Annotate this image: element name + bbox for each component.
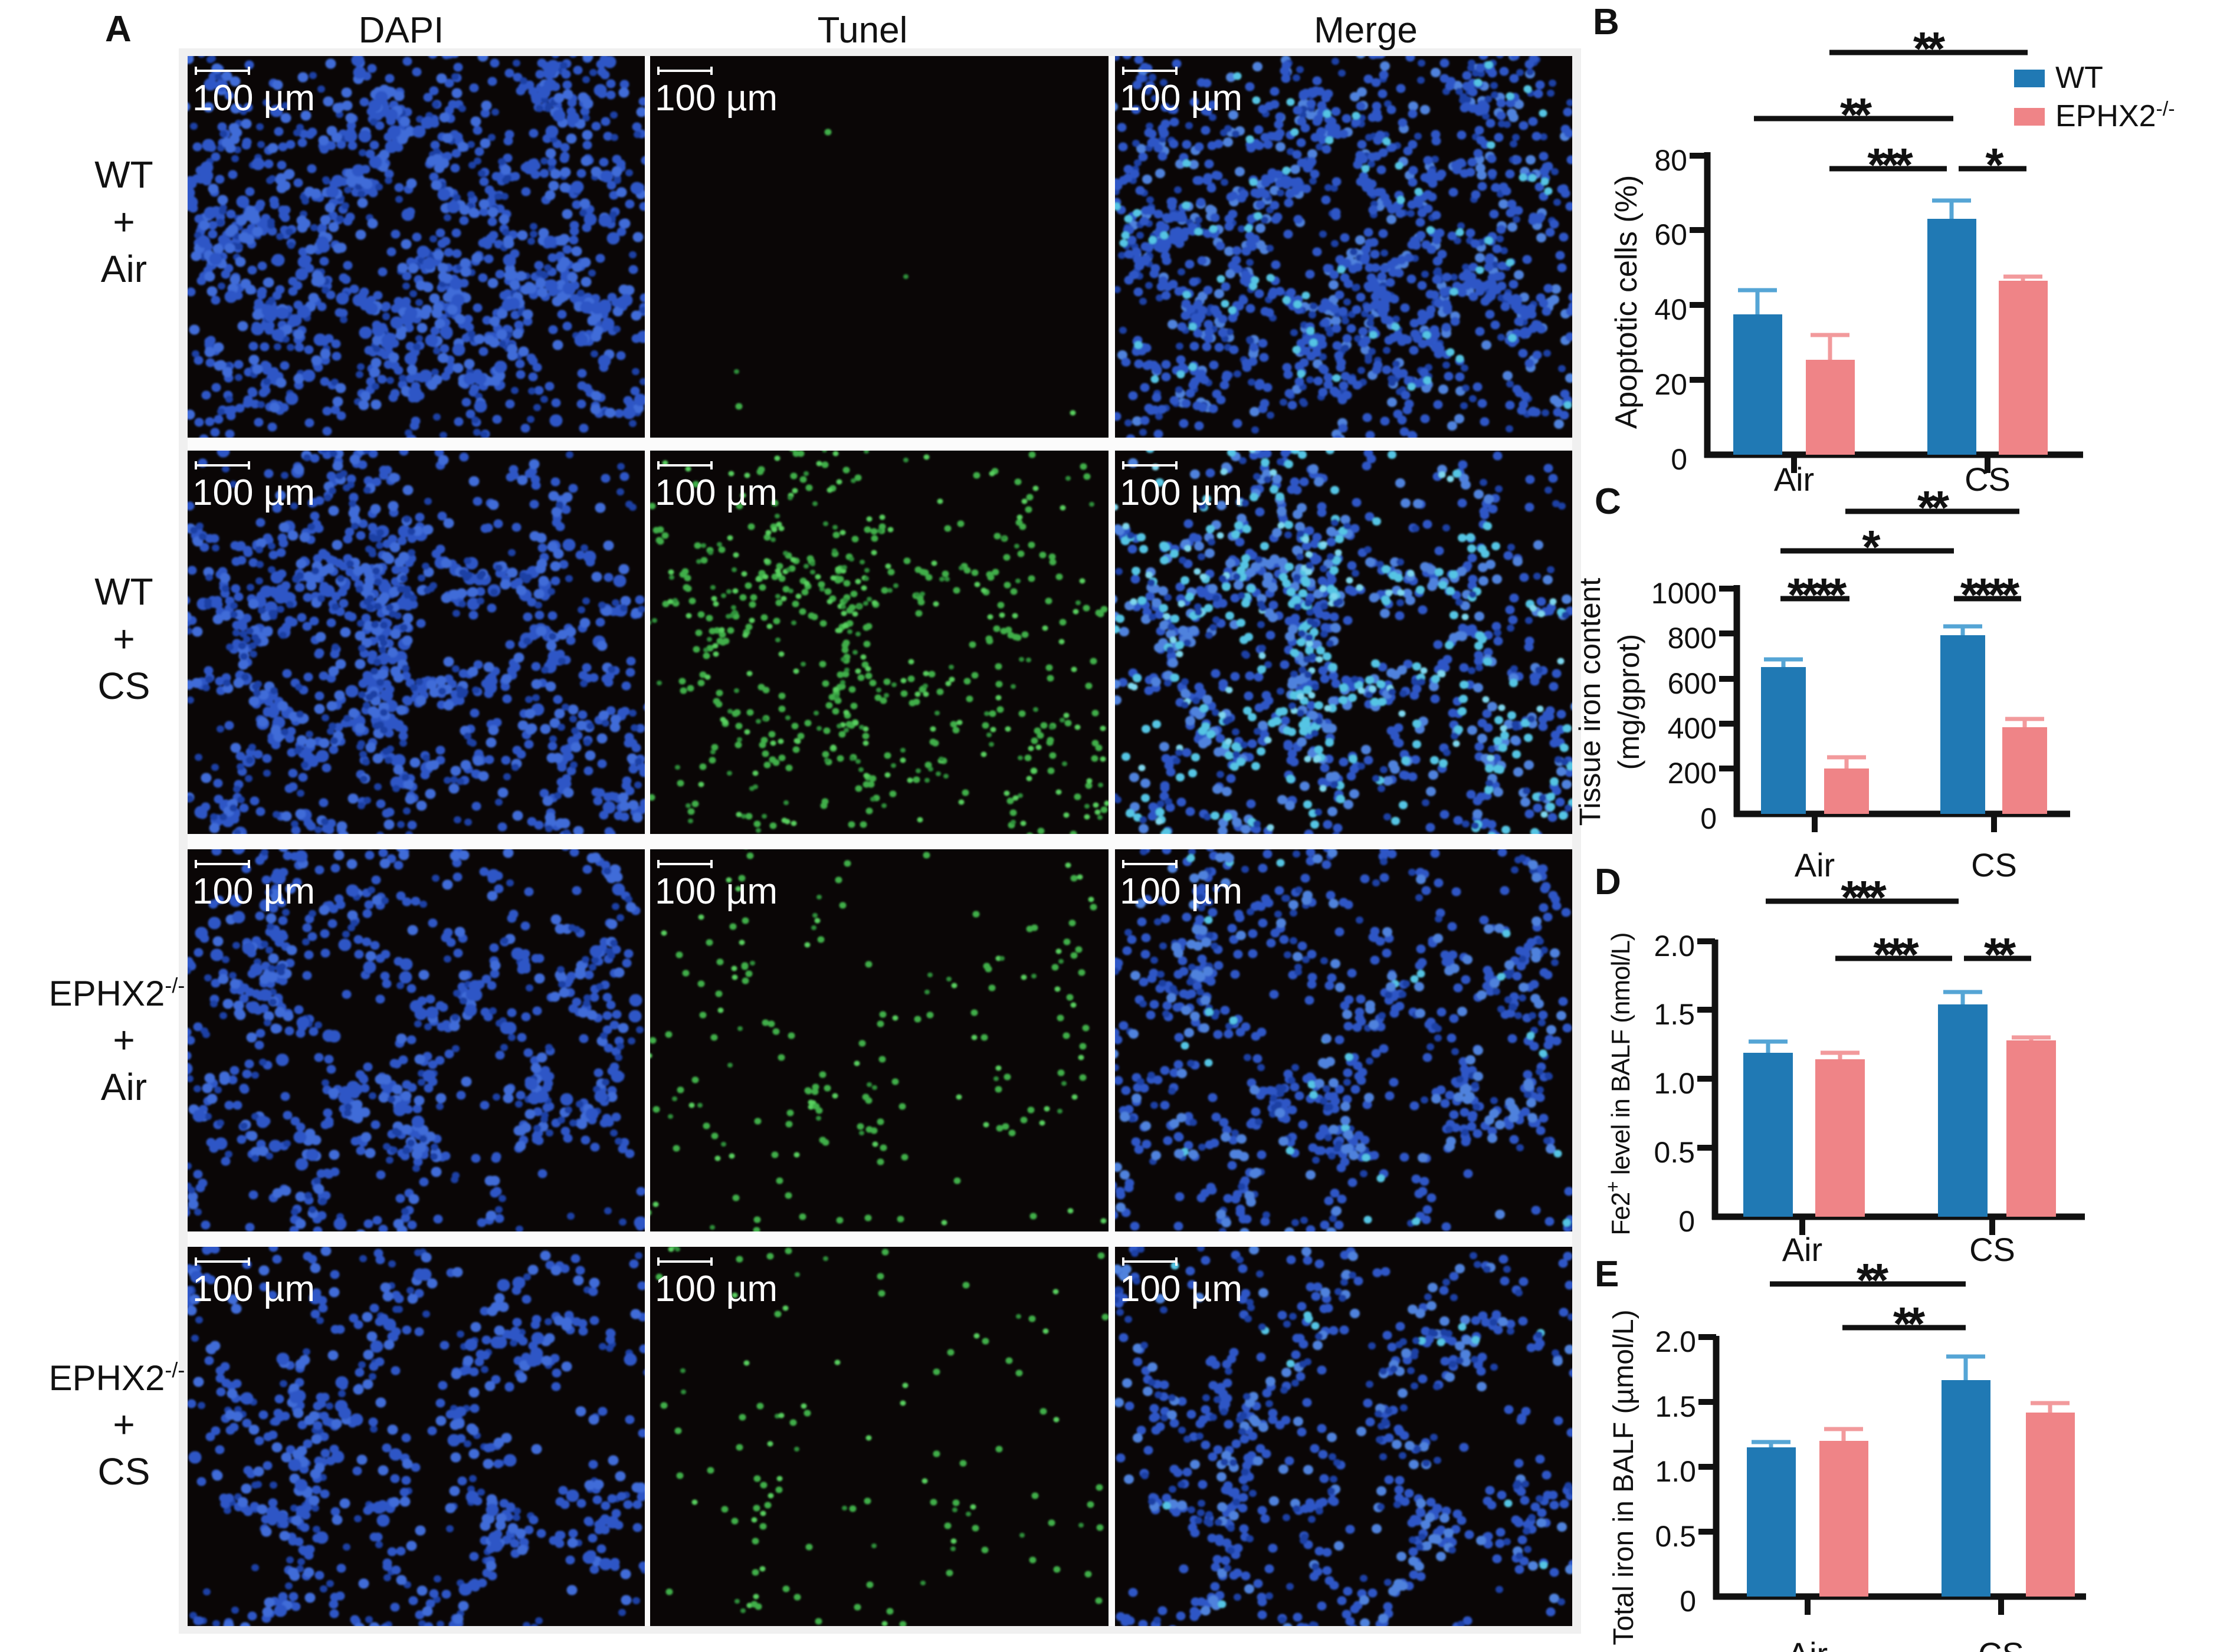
svg-text:100 µm: 100 µm <box>192 1269 315 1309</box>
svg-text:+: + <box>113 201 135 243</box>
svg-text:Air: Air <box>1774 461 1814 498</box>
svg-text:B: B <box>1593 2 1619 42</box>
svg-text:EPHX2-/-: EPHX2-/- <box>2055 98 2175 133</box>
svg-text:0: 0 <box>1671 443 1687 476</box>
svg-text:1.5: 1.5 <box>1655 1390 1696 1423</box>
svg-text:100 µm: 100 µm <box>1120 78 1242 119</box>
svg-text:WT: WT <box>2055 61 2103 95</box>
svg-text:****: **** <box>1788 569 1847 621</box>
svg-text:100 µm: 100 µm <box>655 871 778 912</box>
svg-text:Air: Air <box>1795 846 1835 884</box>
svg-text:Apoptotic cells (%): Apoptotic cells (%) <box>1609 175 1644 429</box>
svg-text:CS: CS <box>1978 1635 2024 1652</box>
svg-text:100 µm: 100 µm <box>192 472 315 513</box>
svg-text:+: + <box>113 618 135 660</box>
svg-text:Air: Air <box>1788 1635 1828 1652</box>
svg-text:***: *** <box>1867 139 1913 191</box>
svg-text:80: 80 <box>1654 144 1687 177</box>
svg-text:400: 400 <box>1668 712 1717 745</box>
svg-text:100 µm: 100 µm <box>655 1269 778 1309</box>
svg-text:CS: CS <box>1971 846 2017 884</box>
svg-text:Merge: Merge <box>1314 10 1418 51</box>
svg-text:(mg/gprot): (mg/gprot) <box>1612 634 1645 770</box>
svg-text:****: **** <box>1960 569 2020 621</box>
svg-text:40: 40 <box>1654 293 1687 326</box>
svg-text:Tissue iron content: Tissue iron content <box>1573 578 1606 826</box>
svg-text:100 µm: 100 µm <box>1120 1269 1242 1309</box>
svg-text:100 µm: 100 µm <box>192 78 315 119</box>
svg-text:0: 0 <box>1700 802 1717 835</box>
svg-text:CS: CS <box>1965 461 2011 498</box>
svg-text:Air: Air <box>101 248 147 290</box>
svg-text:60: 60 <box>1654 218 1687 251</box>
svg-text:800: 800 <box>1668 622 1717 655</box>
svg-text:2.0: 2.0 <box>1654 930 1695 963</box>
svg-text:1.0: 1.0 <box>1654 1067 1695 1100</box>
svg-text:100 µm: 100 µm <box>192 871 315 912</box>
svg-text:Air: Air <box>1782 1231 1822 1268</box>
svg-text:DAPI: DAPI <box>359 10 444 51</box>
svg-text:EPHX2-/-: EPHX2-/- <box>49 973 185 1013</box>
svg-text:+: + <box>113 1019 135 1061</box>
svg-text:C: C <box>1595 481 1621 522</box>
svg-text:100 µm: 100 µm <box>1120 472 1242 513</box>
svg-text:A: A <box>105 9 132 50</box>
svg-text:+: + <box>113 1403 135 1446</box>
svg-text:1.5: 1.5 <box>1654 998 1695 1031</box>
svg-text:EPHX2-/-: EPHX2-/- <box>49 1358 185 1398</box>
svg-text:CS: CS <box>1969 1231 2015 1268</box>
svg-text:1.0: 1.0 <box>1655 1455 1696 1488</box>
svg-text:2.0: 2.0 <box>1655 1325 1696 1358</box>
svg-text:0: 0 <box>1680 1585 1696 1618</box>
svg-text:0.5: 0.5 <box>1654 1136 1695 1169</box>
svg-text:CS: CS <box>98 665 150 707</box>
svg-text:100 µm: 100 µm <box>1120 871 1242 912</box>
svg-text:CS: CS <box>98 1450 150 1493</box>
svg-text:E: E <box>1595 1254 1619 1295</box>
svg-text:0.5: 0.5 <box>1655 1520 1696 1553</box>
svg-text:Total iron in BALF (µmol/L): Total iron in BALF (µmol/L) <box>1608 1309 1639 1645</box>
svg-text:***: *** <box>1873 928 1919 981</box>
svg-text:100 µm: 100 µm <box>655 78 778 119</box>
svg-text:1000: 1000 <box>1651 577 1717 610</box>
svg-text:Air: Air <box>101 1066 147 1108</box>
svg-text:D: D <box>1595 862 1621 902</box>
svg-text:WT: WT <box>94 570 153 613</box>
svg-text:200: 200 <box>1668 757 1717 790</box>
svg-text:0: 0 <box>1678 1205 1695 1238</box>
svg-text:***: *** <box>1841 871 1887 924</box>
svg-text:100 µm: 100 µm <box>655 472 778 513</box>
svg-text:Tunel: Tunel <box>818 10 908 51</box>
svg-text:20: 20 <box>1654 368 1687 401</box>
svg-text:WT: WT <box>94 153 153 196</box>
svg-text:600: 600 <box>1668 667 1717 700</box>
svg-text:Fe2+ level in BALF (nmol/L): Fe2+ level in BALF (nmol/L) <box>1602 932 1635 1235</box>
